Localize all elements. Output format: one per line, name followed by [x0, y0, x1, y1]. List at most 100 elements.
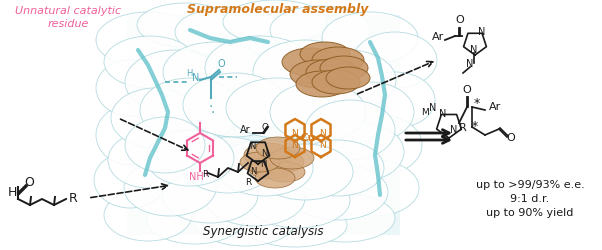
Text: Ar: Ar [489, 102, 501, 112]
Text: R: R [245, 178, 251, 187]
Text: N: N [439, 109, 447, 119]
Ellipse shape [246, 172, 350, 228]
Ellipse shape [257, 144, 353, 200]
Text: +: + [202, 168, 209, 177]
Ellipse shape [326, 67, 370, 89]
Ellipse shape [146, 130, 234, 186]
Ellipse shape [147, 196, 243, 244]
Text: up to >99/93% e.e.: up to >99/93% e.e. [476, 180, 585, 190]
Text: ·: · [211, 106, 215, 120]
Ellipse shape [125, 117, 205, 173]
Text: M: M [421, 108, 429, 117]
Text: R: R [459, 123, 467, 133]
Ellipse shape [260, 151, 304, 173]
Ellipse shape [326, 82, 414, 142]
Ellipse shape [104, 36, 196, 88]
Text: Unnatural catalytic
residue: Unnatural catalytic residue [15, 6, 121, 29]
Text: N: N [467, 59, 474, 69]
Text: 9:1 d.r.: 9:1 d.r. [510, 194, 550, 204]
Ellipse shape [270, 6, 370, 54]
Ellipse shape [292, 140, 384, 196]
Text: O: O [462, 85, 471, 95]
Bar [127, 15, 400, 235]
Ellipse shape [300, 42, 350, 66]
Text: ·: · [209, 100, 213, 114]
Ellipse shape [312, 122, 404, 182]
Ellipse shape [195, 198, 295, 246]
Text: N: N [250, 167, 256, 176]
Text: O: O [507, 133, 515, 143]
Ellipse shape [96, 60, 164, 116]
Ellipse shape [306, 59, 358, 85]
Text: NH: NH [188, 172, 203, 182]
Text: =: = [311, 134, 317, 143]
Ellipse shape [205, 170, 305, 226]
Ellipse shape [140, 78, 240, 142]
Text: N: N [479, 27, 486, 37]
Ellipse shape [288, 164, 388, 220]
Ellipse shape [162, 167, 258, 223]
Ellipse shape [282, 48, 338, 76]
Text: N: N [450, 125, 458, 135]
Ellipse shape [163, 42, 267, 102]
Text: O: O [456, 15, 464, 25]
Text: O: O [24, 176, 34, 188]
Text: Ar: Ar [240, 125, 250, 135]
Text: N: N [249, 142, 255, 151]
Ellipse shape [296, 71, 348, 97]
Ellipse shape [355, 72, 435, 128]
Ellipse shape [320, 56, 368, 80]
Ellipse shape [295, 194, 395, 242]
Ellipse shape [182, 137, 274, 193]
Ellipse shape [248, 157, 292, 179]
Ellipse shape [270, 82, 366, 142]
Text: N: N [470, 45, 478, 55]
Ellipse shape [312, 70, 360, 94]
Ellipse shape [338, 115, 422, 175]
Ellipse shape [243, 203, 347, 247]
Ellipse shape [94, 152, 166, 208]
Text: N: N [291, 129, 297, 138]
Text: Ar: Ar [432, 32, 444, 42]
Ellipse shape [244, 143, 292, 167]
Ellipse shape [255, 168, 295, 188]
Ellipse shape [125, 50, 225, 114]
Ellipse shape [305, 100, 395, 160]
Ellipse shape [290, 60, 346, 88]
Ellipse shape [331, 160, 419, 216]
Ellipse shape [223, 0, 327, 44]
Text: R: R [69, 192, 78, 205]
Text: N: N [192, 73, 200, 83]
Ellipse shape [265, 162, 305, 182]
Text: Synergistic catalysis: Synergistic catalysis [203, 225, 323, 238]
Text: =: = [299, 134, 305, 143]
Ellipse shape [353, 32, 437, 88]
Text: Supramolecular assembly: Supramolecular assembly [187, 3, 368, 16]
Ellipse shape [96, 105, 164, 165]
Text: *: * [474, 97, 480, 110]
Ellipse shape [240, 152, 280, 172]
Ellipse shape [270, 147, 314, 169]
Text: N: N [291, 141, 297, 150]
Ellipse shape [124, 160, 216, 216]
Ellipse shape [111, 88, 199, 148]
Text: *: * [472, 120, 478, 133]
Text: up to 90% yield: up to 90% yield [486, 208, 574, 218]
Text: N: N [429, 103, 436, 113]
Ellipse shape [137, 3, 233, 47]
Ellipse shape [183, 73, 287, 137]
Ellipse shape [256, 137, 300, 159]
Text: N: N [261, 149, 267, 158]
Text: N: N [318, 129, 325, 138]
Ellipse shape [217, 140, 313, 196]
Ellipse shape [175, 7, 285, 57]
Ellipse shape [226, 78, 330, 138]
Ellipse shape [312, 47, 364, 73]
Text: N: N [260, 160, 266, 169]
Text: N: N [318, 141, 325, 150]
Ellipse shape [300, 50, 396, 110]
Ellipse shape [104, 189, 192, 241]
Text: H: H [7, 186, 17, 200]
Ellipse shape [96, 12, 200, 68]
Ellipse shape [253, 40, 357, 104]
